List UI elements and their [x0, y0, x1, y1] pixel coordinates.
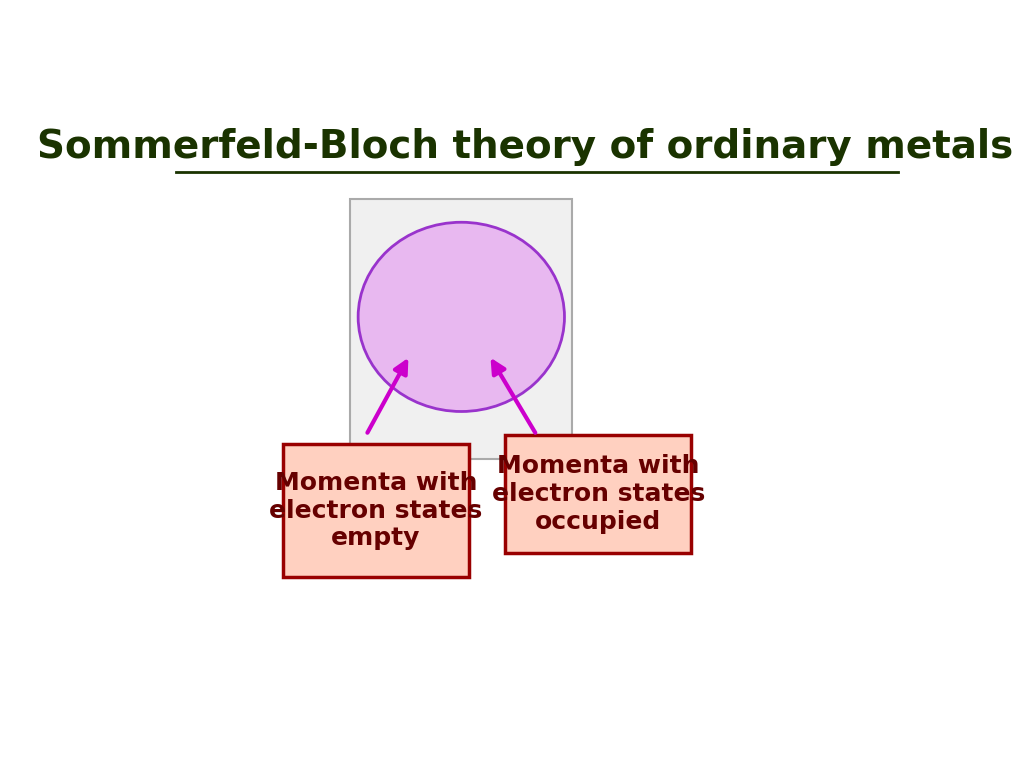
Text: Sommerfeld-Bloch theory of ordinary metals: Sommerfeld-Bloch theory of ordinary meta…: [37, 127, 1013, 166]
Bar: [283, 444, 469, 577]
Text: Momenta with
electron states
occupied: Momenta with electron states occupied: [492, 455, 705, 534]
Text: Momenta with
electron states
empty: Momenta with electron states empty: [269, 471, 482, 551]
Bar: [350, 199, 572, 458]
Ellipse shape: [358, 222, 564, 412]
Bar: [505, 435, 691, 554]
